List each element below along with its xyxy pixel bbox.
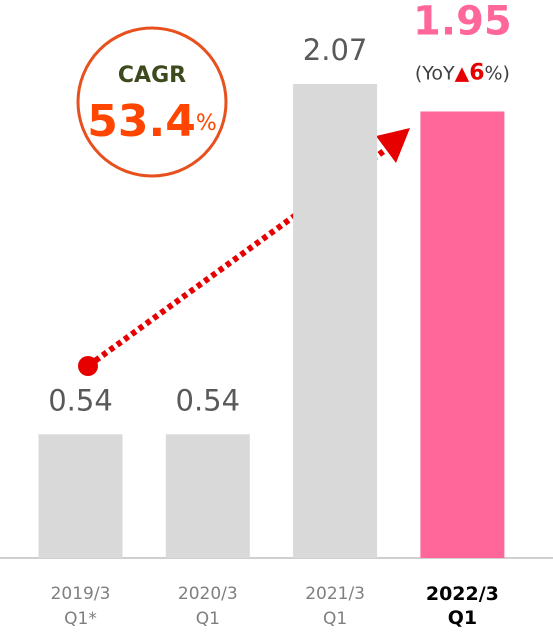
x-tick-label: 2021/3 Q1 [305,584,365,629]
cagr-label: CAGR [118,63,186,88]
arrow-start [78,356,98,376]
value-label: 0.54 [48,383,113,417]
yoy-text: (YoY▲6%) [415,60,510,85]
bar [38,434,123,558]
cagr-value: 53.4 [87,96,196,147]
yoy-value: 6 [469,60,484,85]
cagr-circle [76,26,228,178]
value-label: 0.54 [176,383,241,417]
value-label: 2.07 [303,33,368,67]
x-tick-label: 2022/3 Q1 [425,583,499,629]
x-tick-label: 2019/3 Q1* [50,584,111,629]
yoy-prefix: (YoY [415,62,455,84]
value-label: 1.95 [413,0,512,44]
bar [165,434,250,558]
yoy-symbol: ▲ [455,62,470,84]
bar [293,84,378,558]
cagr-text: 53.4% [87,96,216,147]
bar [420,111,505,558]
yoy-suffix: %) [485,62,510,84]
cagr-unit: % [196,111,217,136]
x-tick-label: 2020/3 Q1 [177,584,238,629]
arrow-head [376,128,410,163]
